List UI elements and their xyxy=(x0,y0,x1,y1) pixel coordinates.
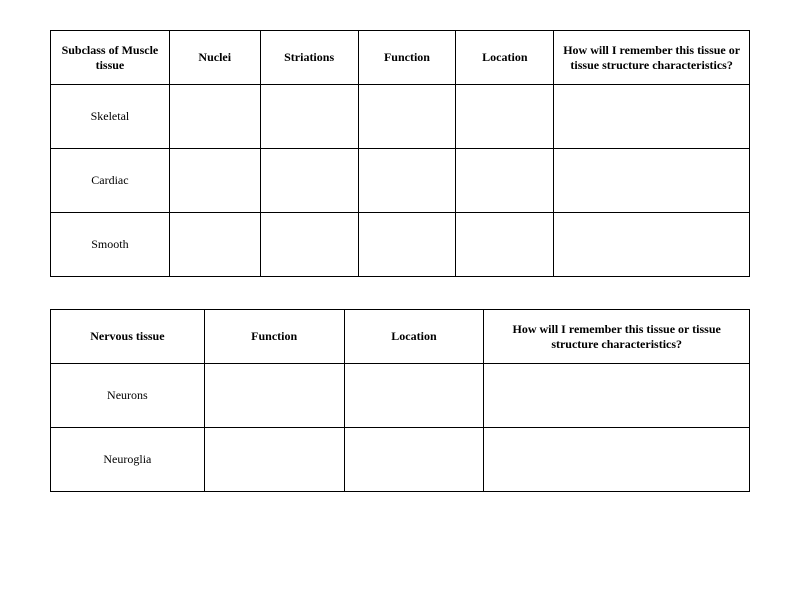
col-header-nervous: Nervous tissue xyxy=(51,310,205,364)
col-header-location: Location xyxy=(456,31,554,85)
table-row: Skeletal xyxy=(51,85,750,149)
cell xyxy=(260,213,358,277)
table-header-row: Nervous tissue Function Location How wil… xyxy=(51,310,750,364)
nervous-table-header: Nervous tissue Function Location How wil… xyxy=(51,310,750,364)
cell xyxy=(204,364,344,428)
cell xyxy=(169,213,260,277)
row-label-smooth: Smooth xyxy=(51,213,170,277)
cell xyxy=(169,85,260,149)
cell xyxy=(456,149,554,213)
row-label-skeletal: Skeletal xyxy=(51,85,170,149)
table-row: Cardiac xyxy=(51,149,750,213)
row-label-cardiac: Cardiac xyxy=(51,149,170,213)
cell xyxy=(169,149,260,213)
cell xyxy=(344,428,484,492)
col-header-subclass: Subclass of Muscle tissue xyxy=(51,31,170,85)
cell xyxy=(554,85,750,149)
cell xyxy=(456,213,554,277)
cell xyxy=(554,149,750,213)
col-header-function: Function xyxy=(358,31,456,85)
table-row: Neuroglia xyxy=(51,428,750,492)
col-header-function: Function xyxy=(204,310,344,364)
cell xyxy=(358,149,456,213)
cell xyxy=(358,213,456,277)
nervous-table-body: Neurons Neuroglia xyxy=(51,364,750,492)
cell xyxy=(260,149,358,213)
table-row: Neurons xyxy=(51,364,750,428)
col-header-remember: How will I remember this tissue or tissu… xyxy=(554,31,750,85)
cell xyxy=(484,364,750,428)
nervous-tissue-table: Nervous tissue Function Location How wil… xyxy=(50,309,750,492)
table-header-row: Subclass of Muscle tissue Nuclei Striati… xyxy=(51,31,750,85)
row-label-neuroglia: Neuroglia xyxy=(51,428,205,492)
muscle-table-header: Subclass of Muscle tissue Nuclei Striati… xyxy=(51,31,750,85)
row-label-neurons: Neurons xyxy=(51,364,205,428)
cell xyxy=(456,85,554,149)
col-header-location: Location xyxy=(344,310,484,364)
cell xyxy=(344,364,484,428)
col-header-nuclei: Nuclei xyxy=(169,31,260,85)
cell xyxy=(554,213,750,277)
muscle-table-body: Skeletal Cardiac Smooth xyxy=(51,85,750,277)
cell xyxy=(260,85,358,149)
cell xyxy=(358,85,456,149)
cell xyxy=(204,428,344,492)
col-header-remember: How will I remember this tissue or tissu… xyxy=(484,310,750,364)
cell xyxy=(484,428,750,492)
table-row: Smooth xyxy=(51,213,750,277)
col-header-striations: Striations xyxy=(260,31,358,85)
muscle-tissue-table: Subclass of Muscle tissue Nuclei Striati… xyxy=(50,30,750,277)
